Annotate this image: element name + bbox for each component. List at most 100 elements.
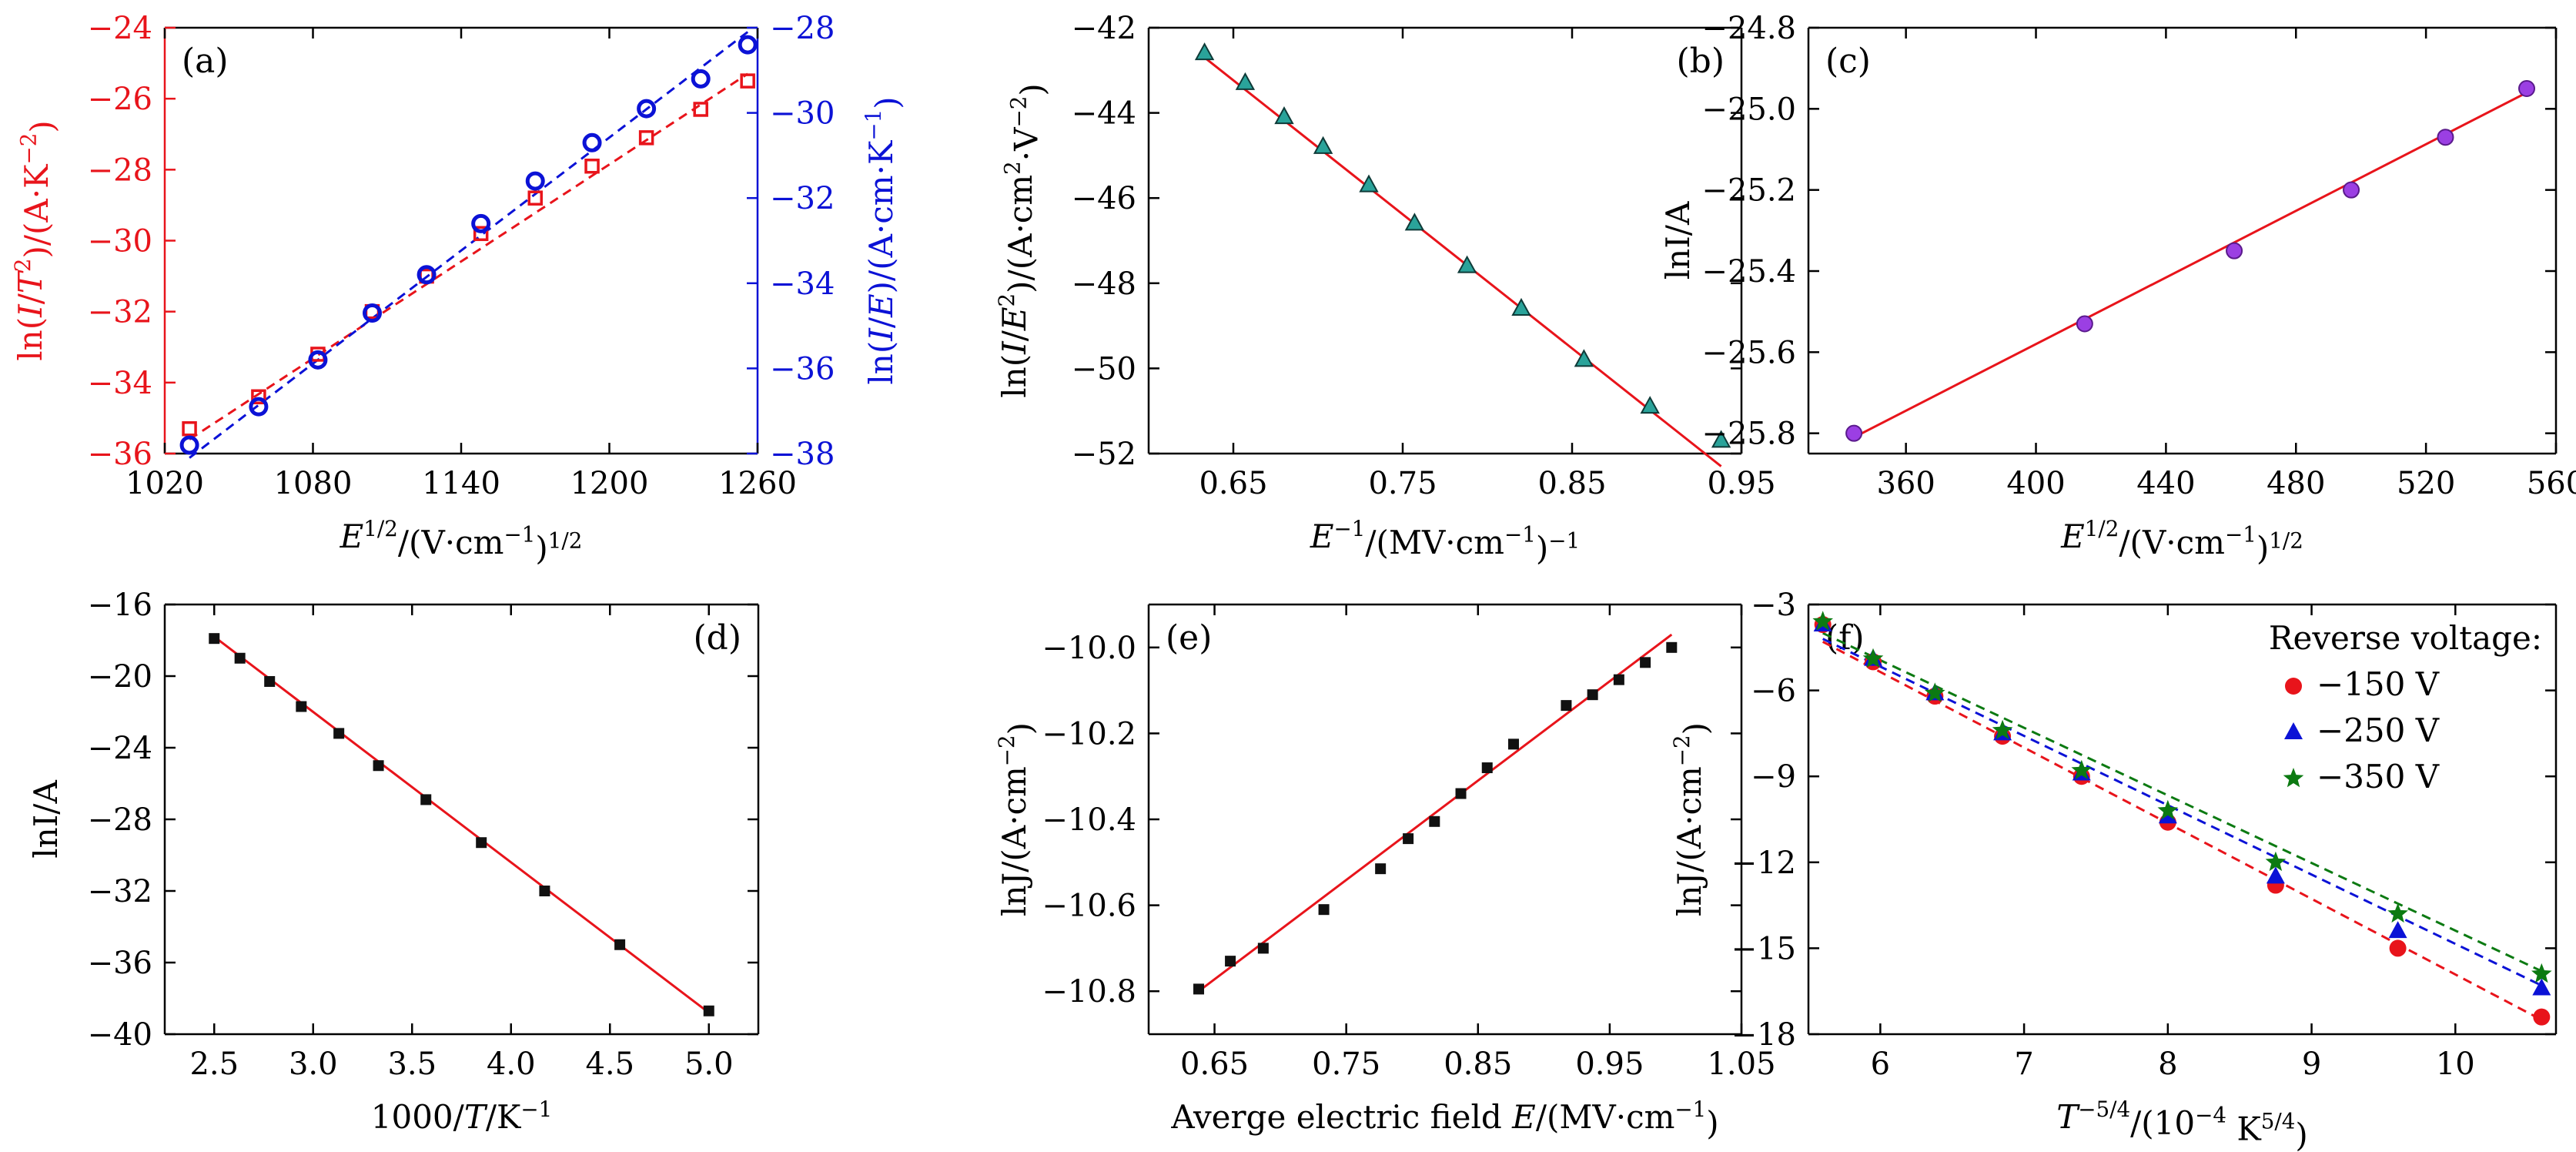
y-axis-label: lnJ/(A·cm−2​) bbox=[994, 722, 1039, 916]
x-tick-label: 1020 bbox=[125, 466, 204, 501]
data-point bbox=[1561, 700, 1572, 712]
x-axis-label: E−1​/(MV·cm−1​)−1​ bbox=[1310, 516, 1580, 568]
data-point bbox=[1225, 956, 1236, 967]
data-point bbox=[582, 132, 602, 152]
y-tick-label: −16 bbox=[88, 588, 152, 623]
data-point bbox=[2532, 978, 2551, 996]
y-axis-label: lnI/A bbox=[27, 780, 65, 859]
panel-label: (f) bbox=[1825, 618, 1865, 658]
y-tick-label: −44 bbox=[1072, 96, 1136, 132]
x-tick-label: 1080 bbox=[274, 466, 353, 501]
y-tick-label: −24 bbox=[88, 11, 152, 46]
x-tick-label: 3.5 bbox=[387, 1047, 437, 1082]
y-tick-label: −46 bbox=[1072, 181, 1136, 216]
y-tick-label: −48 bbox=[1072, 266, 1136, 302]
data-point bbox=[2389, 939, 2407, 957]
data-point bbox=[1429, 815, 1440, 827]
y-tick-label-right: −32 bbox=[770, 181, 835, 216]
x-tick-label: 440 bbox=[2136, 466, 2195, 501]
data-point bbox=[1375, 863, 1387, 875]
x-tick-label: 0.85 bbox=[1444, 1047, 1512, 1082]
data-point bbox=[1257, 943, 1269, 954]
data-point bbox=[1613, 674, 1624, 685]
data-point bbox=[1193, 983, 1205, 995]
data-point bbox=[1992, 719, 2013, 739]
fit-line bbox=[1822, 641, 2543, 1021]
x-tick-label: 0.65 bbox=[1180, 1047, 1249, 1082]
data-point bbox=[476, 837, 487, 849]
panel-e: 0.65 0.75 0.85 0.95 1.05 −10.8 −10.6 −10.4 −10.2… bbox=[994, 603, 1776, 1142]
x-tick-label: 7 bbox=[2014, 1047, 2033, 1082]
data-point bbox=[2226, 242, 2243, 260]
fit-line bbox=[213, 635, 710, 1014]
y-tick-label: −20 bbox=[88, 659, 152, 695]
x-axis-label: E1/2​/(V·cm−1​)1/2​ bbox=[340, 516, 583, 568]
data-point bbox=[1640, 396, 1660, 414]
data-point bbox=[251, 389, 266, 405]
y-tick-label: −10.6 bbox=[1042, 889, 1136, 924]
data-point bbox=[693, 102, 708, 117]
y-tick-label-right: −38 bbox=[770, 437, 835, 472]
data-point bbox=[2533, 1008, 2551, 1026]
data-point bbox=[420, 794, 432, 805]
x-tick-label: 520 bbox=[2397, 466, 2455, 501]
y-tick-label: −28 bbox=[88, 802, 152, 838]
y-tick-label: −32 bbox=[88, 295, 152, 330]
data-point bbox=[1457, 255, 1477, 273]
y-tick-label: −34 bbox=[88, 366, 152, 401]
data-point bbox=[1640, 657, 1651, 668]
data-point bbox=[373, 760, 384, 772]
data-point bbox=[1455, 788, 1467, 799]
data-point bbox=[209, 633, 220, 645]
data-point bbox=[1711, 430, 1731, 448]
data-point bbox=[1925, 682, 1945, 702]
y-tick-label: −25.0 bbox=[1701, 92, 1796, 127]
data-point bbox=[234, 652, 246, 664]
panel-label: (c) bbox=[1825, 42, 1871, 81]
y-tick-label: −40 bbox=[88, 1017, 152, 1053]
x-tick-label: 3.0 bbox=[289, 1047, 338, 1082]
panel-label: (b) bbox=[1677, 42, 1725, 81]
x-tick-label: 0.65 bbox=[1199, 466, 1267, 501]
y-tick-label: −50 bbox=[1072, 351, 1136, 387]
x-tick-label: 4.0 bbox=[487, 1047, 536, 1082]
y-tick-label: −25.8 bbox=[1701, 417, 1796, 452]
y-axis-label: ln(I/E2​)/(A·cm2​·V−2​) bbox=[994, 83, 1052, 397]
fit-line bbox=[1203, 56, 1722, 467]
data-point bbox=[584, 158, 600, 174]
legend-item: −150 V bbox=[2317, 665, 2440, 703]
fit-line bbox=[189, 72, 748, 440]
y-tick-label: −10.2 bbox=[1042, 716, 1136, 752]
y-tick-label: −42 bbox=[1072, 11, 1136, 46]
y-tick-label: −9 bbox=[1751, 759, 1796, 795]
panel-label: (e) bbox=[1166, 618, 1212, 658]
data-point bbox=[296, 701, 307, 712]
data-point bbox=[1511, 297, 1531, 316]
x-tick-label: 1.05 bbox=[1707, 1047, 1775, 1082]
y-tick-label: −6 bbox=[1751, 674, 1796, 709]
legend-item: −250 V bbox=[2317, 712, 2440, 749]
data-point bbox=[1194, 42, 1215, 61]
data-point bbox=[1666, 641, 1678, 653]
x-axis-label: Averge electric field E/(MV·cm−1​) bbox=[1170, 1097, 1718, 1142]
data-point bbox=[1481, 762, 1493, 774]
data-point bbox=[539, 886, 550, 896]
y-tick-label-right: −34 bbox=[770, 266, 835, 302]
fit-line bbox=[189, 31, 749, 459]
x-tick-label: 8 bbox=[2158, 1047, 2177, 1082]
y-tick-label: −26 bbox=[88, 82, 152, 117]
y-tick-label: −24.8 bbox=[1701, 11, 1796, 46]
data-point bbox=[614, 939, 626, 950]
x-axis-label: E1/2​/(V·cm−1​)1/2​ bbox=[2060, 516, 2303, 568]
data-point bbox=[2387, 903, 2408, 923]
data-point bbox=[2343, 181, 2360, 199]
data-point bbox=[2076, 315, 2093, 333]
legend-marker bbox=[2284, 722, 2303, 739]
panel-b: 0.65 0.75 0.85 0.95 −52 −50 −48 −46 −44 −42 E−1​/(… bbox=[994, 11, 1776, 568]
fit-line bbox=[1822, 631, 2542, 973]
data-point bbox=[308, 350, 328, 370]
legend-marker bbox=[2285, 678, 2302, 695]
data-point bbox=[2265, 851, 2287, 872]
data-point bbox=[1359, 174, 1379, 193]
